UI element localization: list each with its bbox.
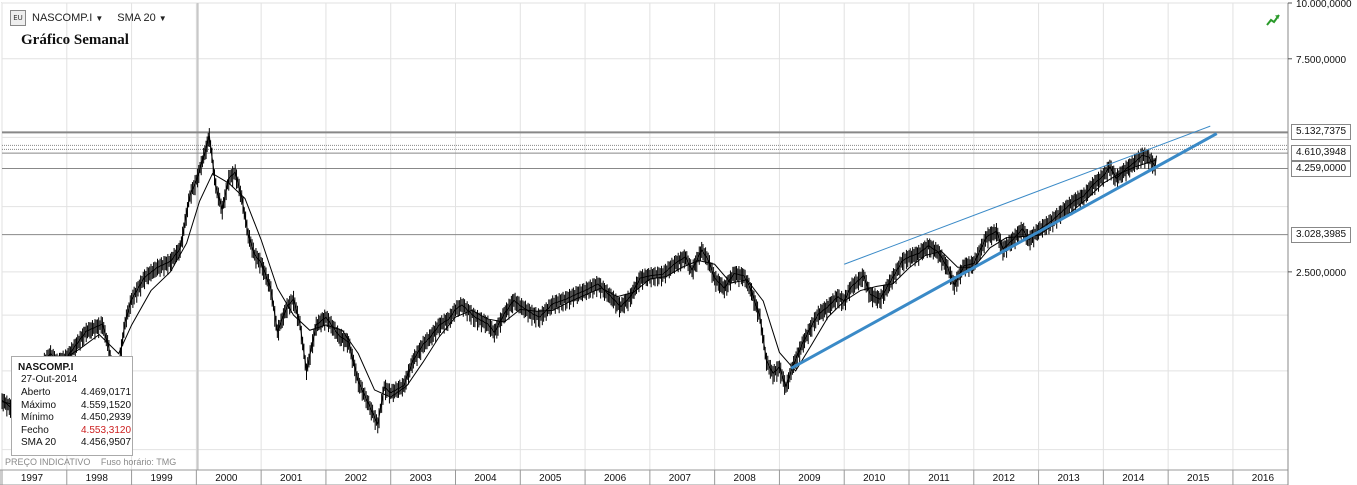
info-row-open: Aberto 4.469,0171 bbox=[21, 387, 132, 398]
price-series-line bbox=[1, 135, 1157, 426]
x-tick-label: 2005 bbox=[539, 473, 562, 484]
x-tick-label: 2006 bbox=[604, 473, 627, 484]
info-symbol: NASCOMP.I bbox=[18, 362, 74, 373]
price-tag: 4.259,0000 bbox=[1291, 160, 1352, 177]
info-row-sma: SMA 20 4.456,9507 bbox=[21, 437, 132, 448]
x-tick-label: 2014 bbox=[1122, 473, 1145, 484]
x-tick-label: 2016 bbox=[1252, 473, 1275, 484]
x-tick-label: 2000 bbox=[215, 473, 238, 484]
x-tick-label: 1998 bbox=[86, 473, 109, 484]
x-tick-label: 2002 bbox=[345, 473, 368, 484]
chart-title: Gráfico Semanal bbox=[21, 32, 129, 48]
chart-type-icon[interactable]: EU bbox=[10, 10, 26, 26]
trendline-lower bbox=[790, 132, 1218, 370]
sma-line bbox=[1, 159, 1157, 407]
x-axis-band bbox=[0, 469, 1289, 485]
timezone-label: Fuso horário: TMG bbox=[100, 457, 177, 467]
indicator-selector[interactable]: SMA 20 ▼ bbox=[117, 12, 166, 24]
x-tick-label: 2013 bbox=[1057, 473, 1080, 484]
info-row-high: Máximo 4.559,1520 bbox=[21, 399, 132, 411]
info-date: 27-Out-2014 bbox=[21, 374, 78, 385]
x-tick-label: 2009 bbox=[798, 473, 821, 484]
ohlc-info-box: NASCOMP.I 27-Out-2014 Aberto 4.469,0171 M… bbox=[11, 356, 133, 456]
chevron-down-icon: ▼ bbox=[95, 13, 104, 23]
price-tag: 3.028,3985 bbox=[1291, 226, 1352, 243]
chart-footer: PREÇO INDICATIVO Fuso horário: TMG bbox=[5, 457, 184, 467]
info-row-low: Mínimo 4.450,2939 bbox=[21, 412, 132, 423]
x-tick-label: 2011 bbox=[928, 473, 950, 484]
price-tag: 4.610,3948 bbox=[1291, 145, 1352, 162]
x-tick-label: 2003 bbox=[410, 473, 433, 484]
y-tick-label: 7.500,0000 bbox=[1296, 55, 1346, 66]
indicator-label: SMA 20 bbox=[117, 12, 156, 24]
x-tick-label: 1997 bbox=[21, 473, 44, 484]
x-tick-label: 2001 bbox=[280, 473, 303, 484]
y-tick-label: 10.000,0000 bbox=[1296, 0, 1352, 10]
symbol-label: NASCOMP.I bbox=[32, 12, 93, 24]
symbol-selector[interactable]: NASCOMP.I ▼ bbox=[32, 12, 103, 24]
chart-toolbar: EU NASCOMP.I ▼ SMA 20 ▼ bbox=[10, 10, 175, 26]
chevron-down-icon: ▼ bbox=[158, 13, 167, 23]
x-tick-label: 2007 bbox=[669, 473, 692, 484]
trendline-upper bbox=[844, 125, 1211, 265]
trend-up-icon[interactable] bbox=[1265, 12, 1281, 28]
x-tick-label: 2004 bbox=[474, 473, 497, 484]
x-tick-label: 2015 bbox=[1187, 473, 1210, 484]
x-tick-label: 1999 bbox=[150, 473, 173, 484]
x-tick-label: 2010 bbox=[863, 473, 886, 484]
price-tag: 5.132,7375 bbox=[1291, 124, 1352, 141]
indicative-price-label: PREÇO INDICATIVO bbox=[5, 457, 91, 467]
x-tick-label: 2012 bbox=[993, 473, 1016, 484]
info-row-close: Fecho 4.553,3120 bbox=[21, 424, 132, 436]
y-tick-label: 2.500,0000 bbox=[1296, 268, 1346, 279]
plot-area bbox=[1, 2, 1289, 471]
x-tick-label: 2008 bbox=[734, 473, 757, 484]
